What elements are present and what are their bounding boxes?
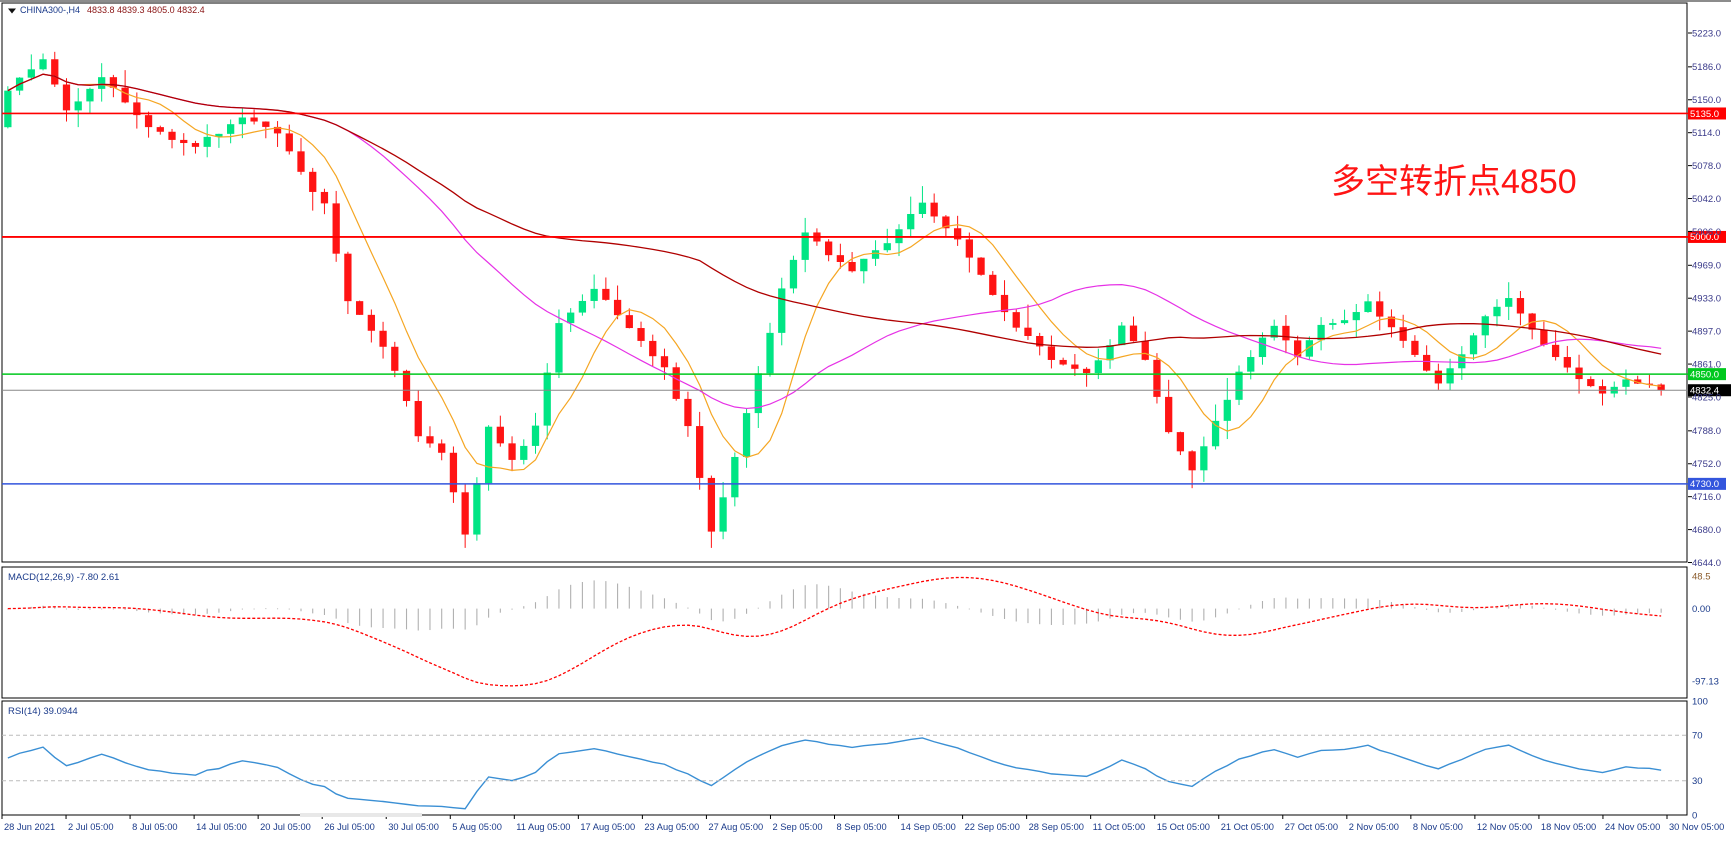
svg-text:27 Aug 05:00: 27 Aug 05:00 — [708, 822, 763, 832]
svg-text:4825.0: 4825.0 — [1692, 392, 1721, 403]
svg-text:4861.0: 4861.0 — [1692, 359, 1721, 370]
svg-text:21 Oct 05:00: 21 Oct 05:00 — [1221, 822, 1274, 832]
svg-text:0.00: 0.00 — [1692, 604, 1711, 615]
svg-text:8 Nov 05:00: 8 Nov 05:00 — [1413, 822, 1463, 832]
svg-text:27 Oct 05:00: 27 Oct 05:00 — [1285, 822, 1338, 832]
svg-text:多空转折点4850: 多空转折点4850 — [1331, 163, 1577, 201]
svg-text:4730.0: 4730.0 — [1690, 479, 1719, 490]
svg-text:5223.0: 5223.0 — [1692, 28, 1721, 39]
svg-text:8 Sep 05:00: 8 Sep 05:00 — [837, 822, 887, 832]
svg-text:4788.0: 4788.0 — [1692, 426, 1721, 437]
svg-text:4752.0: 4752.0 — [1692, 459, 1721, 470]
svg-text:28 Jun 2021: 28 Jun 2021 — [4, 822, 55, 832]
svg-text:RSI(14) 39.0944: RSI(14) 39.0944 — [8, 706, 78, 717]
svg-text:48.5: 48.5 — [1692, 571, 1711, 582]
svg-text:5135.0: 5135.0 — [1690, 109, 1719, 120]
svg-text:MACD(12,26,9) -7.80 2.61: MACD(12,26,9) -7.80 2.61 — [8, 572, 119, 583]
svg-text:4850.0: 4850.0 — [1690, 369, 1719, 380]
svg-text:24 Nov 05:00: 24 Nov 05:00 — [1605, 822, 1660, 832]
svg-text:18 Nov 05:00: 18 Nov 05:00 — [1541, 822, 1596, 832]
svg-text:5150.0: 5150.0 — [1692, 95, 1721, 106]
svg-text:5042.0: 5042.0 — [1692, 194, 1721, 205]
svg-text:2 Nov 05:00: 2 Nov 05:00 — [1349, 822, 1399, 832]
svg-text:15 Oct 05:00: 15 Oct 05:00 — [1157, 822, 1210, 832]
svg-text:26 Jul 05:00: 26 Jul 05:00 — [324, 822, 375, 832]
svg-text:4833.8 4839.3 4805.0 4832.4: 4833.8 4839.3 4805.0 4832.4 — [87, 5, 205, 15]
svg-text:12 Nov 05:00: 12 Nov 05:00 — [1477, 822, 1532, 832]
svg-text:0: 0 — [1692, 810, 1697, 821]
svg-text:22 Sep 05:00: 22 Sep 05:00 — [965, 822, 1020, 832]
svg-text:30 Jul 05:00: 30 Jul 05:00 — [388, 822, 439, 832]
svg-text:-97.13: -97.13 — [1692, 676, 1719, 687]
svg-text:14 Jul 05:00: 14 Jul 05:00 — [196, 822, 247, 832]
svg-text:11 Aug 05:00: 11 Aug 05:00 — [516, 822, 570, 832]
svg-text:4933.0: 4933.0 — [1692, 294, 1721, 305]
svg-text:20 Jul 05:00: 20 Jul 05:00 — [260, 822, 311, 832]
svg-text:100: 100 — [1692, 696, 1708, 707]
svg-text:30 Nov 05:00: 30 Nov 05:00 — [1669, 822, 1724, 832]
svg-text:2 Jul 05:00: 2 Jul 05:00 — [68, 822, 114, 832]
svg-text:5006.0: 5006.0 — [1692, 227, 1721, 238]
svg-text:4644.0: 4644.0 — [1692, 558, 1721, 569]
svg-text:23 Aug 05:00: 23 Aug 05:00 — [644, 822, 699, 832]
svg-text:70: 70 — [1692, 731, 1703, 742]
svg-text:30: 30 — [1692, 776, 1703, 787]
svg-text:14 Sep 05:00: 14 Sep 05:00 — [901, 822, 956, 832]
svg-text:8 Jul 05:00: 8 Jul 05:00 — [132, 822, 178, 832]
svg-text:CHINA300-,H4: CHINA300-,H4 — [20, 5, 80, 15]
svg-text:5186.0: 5186.0 — [1692, 62, 1721, 73]
svg-text:5078.0: 5078.0 — [1692, 161, 1721, 172]
svg-text:4716.0: 4716.0 — [1692, 492, 1721, 503]
svg-text:11 Oct 05:00: 11 Oct 05:00 — [1093, 822, 1146, 832]
svg-text:28 Sep 05:00: 28 Sep 05:00 — [1029, 822, 1084, 832]
svg-text:2 Sep 05:00: 2 Sep 05:00 — [772, 822, 822, 832]
svg-text:5 Aug 05:00: 5 Aug 05:00 — [452, 822, 502, 832]
svg-text:4969.0: 4969.0 — [1692, 261, 1721, 272]
svg-text:17 Aug 05:00: 17 Aug 05:00 — [580, 822, 635, 832]
svg-text:5114.0: 5114.0 — [1692, 128, 1720, 139]
svg-text:4680.0: 4680.0 — [1692, 525, 1721, 536]
svg-text:4897.0: 4897.0 — [1692, 326, 1721, 337]
